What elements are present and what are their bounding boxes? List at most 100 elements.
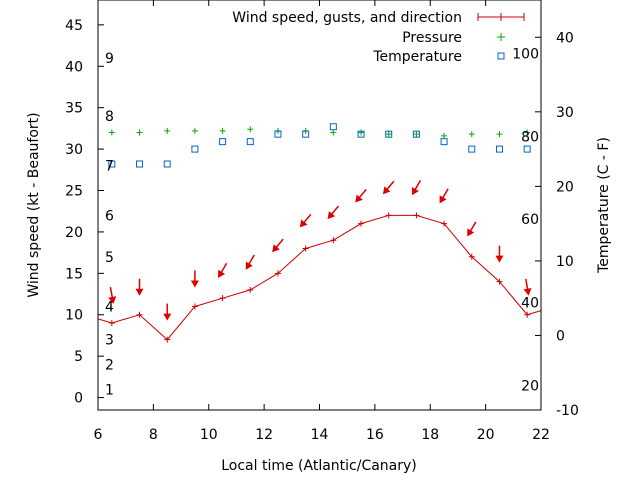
pressure-point xyxy=(524,129,531,136)
pressure-point xyxy=(164,127,171,134)
wind-direction-arrow xyxy=(411,180,422,196)
y-left-tick-label: 5 xyxy=(74,349,83,365)
pressure-point xyxy=(441,132,448,139)
y-right-tick-label: 0 xyxy=(556,328,565,344)
temperature-point xyxy=(302,130,310,138)
wind-direction-arrow xyxy=(523,278,532,296)
beaufort-label: 4 xyxy=(105,299,114,315)
beaufort-label: 7 xyxy=(105,159,114,175)
temperature-point xyxy=(357,130,365,138)
fahrenheit-label: 100 xyxy=(512,47,539,63)
beaufort-label: 6 xyxy=(105,208,114,224)
wind-speed-point xyxy=(136,311,143,318)
temperature-point xyxy=(274,130,282,138)
wind-direction-arrow xyxy=(439,188,449,204)
beaufort-label: 9 xyxy=(105,51,114,67)
wind-speed-point xyxy=(385,212,392,219)
beaufort-label: 1 xyxy=(105,382,114,398)
temperature-point xyxy=(219,138,227,146)
temperature-point xyxy=(163,160,171,168)
wind-speed-point xyxy=(219,295,226,302)
beaufort-label: 3 xyxy=(105,333,114,349)
legend-swatch-wind xyxy=(477,13,525,21)
legend-swatch-temperature xyxy=(497,52,505,60)
y-left-tick-label: 40 xyxy=(65,59,83,75)
x-tick-label: 20 xyxy=(477,427,495,443)
y-right-tick-label: 10 xyxy=(556,254,574,270)
legend-label-wind: Wind speed, gusts, and direction xyxy=(232,10,462,26)
wind-speed-point xyxy=(108,320,115,327)
wind-speed-point xyxy=(330,237,337,244)
wind-direction-arrow xyxy=(135,278,144,296)
y-left-tick-label: 20 xyxy=(65,225,83,241)
series-layer xyxy=(97,123,542,343)
pressure-point xyxy=(136,129,143,136)
tick-marks xyxy=(97,0,542,411)
x-tick-label: 14 xyxy=(311,427,329,443)
x-tick-label: 8 xyxy=(149,427,158,443)
y-left-tick-label: 45 xyxy=(65,18,83,34)
wind-speed-point xyxy=(496,278,503,285)
wind-direction-arrow xyxy=(382,180,395,195)
plot-frame xyxy=(97,0,542,411)
y-left-tick-label: 15 xyxy=(65,266,83,282)
fahrenheit-label: 80 xyxy=(521,129,539,145)
y-right-tick-label: 40 xyxy=(556,30,574,46)
legend: Wind speed, gusts, and direction Pressur… xyxy=(232,10,525,65)
x-tick-label: 16 xyxy=(366,427,384,443)
pressure-point xyxy=(413,131,420,138)
y-left-tick-label: 0 xyxy=(74,391,83,407)
legend-label-pressure: Pressure xyxy=(402,30,462,46)
wind-speed-point xyxy=(164,336,171,343)
wind-speed-point xyxy=(441,220,448,227)
wind-direction-arrow xyxy=(218,262,228,278)
fahrenheit-label: 40 xyxy=(521,296,539,312)
legend-label-temperature: Temperature xyxy=(372,49,462,65)
x-tick-label: 6 xyxy=(94,427,103,443)
wind-speed-point xyxy=(413,212,420,219)
wind-speed-point xyxy=(247,286,254,293)
pressure-point xyxy=(468,131,475,138)
temperature-point xyxy=(468,145,476,153)
x-tick-label: 12 xyxy=(255,427,273,443)
pressure-point xyxy=(385,131,392,138)
pressure-point xyxy=(496,131,503,138)
y-right-tick-label: 20 xyxy=(556,179,574,195)
wind-direction-arrow xyxy=(467,221,477,237)
y-left-tick-label: 30 xyxy=(65,142,83,158)
x-axis-label: Local time (Atlantic/Canary) xyxy=(221,458,417,474)
y-right-tick-label: 30 xyxy=(556,105,574,121)
label-layer: 6 8 10 12 14 16 18 20 22051015202530354045-10010… xyxy=(65,18,579,443)
pressure-point xyxy=(191,127,198,134)
pressure-point xyxy=(108,129,115,136)
temperature-point xyxy=(246,138,254,146)
beaufort-label: 5 xyxy=(105,250,114,266)
pressure-point xyxy=(219,127,226,134)
y-right-tick-label: -10 xyxy=(556,403,579,419)
wind-direction-arrow xyxy=(272,238,284,253)
x-tick-label: 10 xyxy=(200,427,218,443)
fahrenheit-label: 20 xyxy=(521,378,539,394)
x-tick-label: 18 xyxy=(421,427,439,443)
pressure-point xyxy=(247,126,254,133)
temperature-point xyxy=(523,145,531,153)
wind-direction-arrow xyxy=(245,254,255,270)
wind-direction-arrow xyxy=(327,205,340,220)
wind-speed-point xyxy=(274,270,281,277)
y-left-tick-label: 25 xyxy=(65,184,83,200)
wind-direction-arrow xyxy=(190,270,199,288)
temperature-point xyxy=(495,145,503,153)
wind-direction-arrow xyxy=(299,213,312,228)
y-left-tick-label: 35 xyxy=(65,101,83,117)
y-axis-right-label: Temperature (C - F) xyxy=(596,137,612,274)
beaufort-label: 2 xyxy=(105,357,114,373)
wind-direction-arrow xyxy=(108,287,117,304)
pressure-point xyxy=(358,129,365,136)
temperature-point xyxy=(191,145,199,153)
wind-speed-point xyxy=(191,303,198,310)
wind-speed-point xyxy=(302,245,309,252)
pressure-point xyxy=(330,129,337,136)
y-axis-left-label: Wind speed (kt - Beaufort) xyxy=(26,112,42,297)
temperature-point xyxy=(108,160,116,168)
